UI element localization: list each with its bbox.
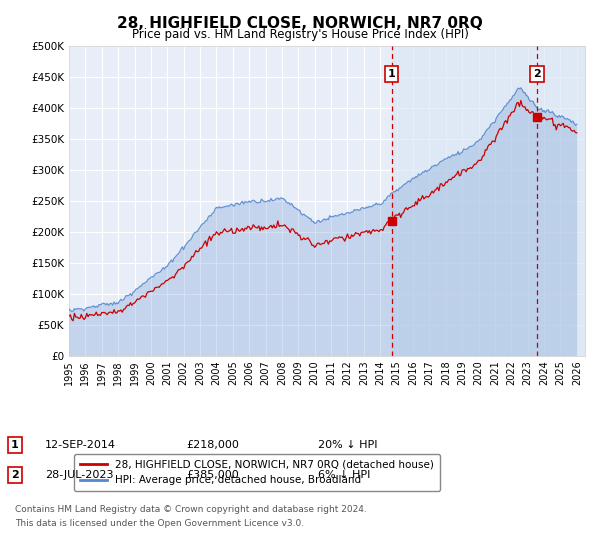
Text: 2: 2 [11,470,19,480]
Text: Contains HM Land Registry data © Crown copyright and database right 2024.: Contains HM Land Registry data © Crown c… [15,505,367,514]
Bar [392,46,585,356]
Text: 12-SEP-2014: 12-SEP-2014 [45,440,116,450]
Bar [552,46,585,356]
Text: 2: 2 [533,69,541,79]
Text: This data is licensed under the Open Government Licence v3.0.: This data is licensed under the Open Gov… [15,519,304,528]
Text: 1: 1 [388,69,395,79]
Text: £385,000: £385,000 [186,470,239,480]
Text: 20% ↓ HPI: 20% ↓ HPI [318,440,377,450]
Text: 6% ↓ HPI: 6% ↓ HPI [318,470,370,480]
Text: 28, HIGHFIELD CLOSE, NORWICH, NR7 0RQ: 28, HIGHFIELD CLOSE, NORWICH, NR7 0RQ [117,16,483,31]
Text: 28-JUL-2023: 28-JUL-2023 [45,470,113,480]
Legend: 28, HIGHFIELD CLOSE, NORWICH, NR7 0RQ (detached house), HPI: Average price, deta: 28, HIGHFIELD CLOSE, NORWICH, NR7 0RQ (d… [74,454,440,492]
Text: £218,000: £218,000 [186,440,239,450]
Text: Price paid vs. HM Land Registry's House Price Index (HPI): Price paid vs. HM Land Registry's House … [131,28,469,41]
Text: 1: 1 [11,440,19,450]
